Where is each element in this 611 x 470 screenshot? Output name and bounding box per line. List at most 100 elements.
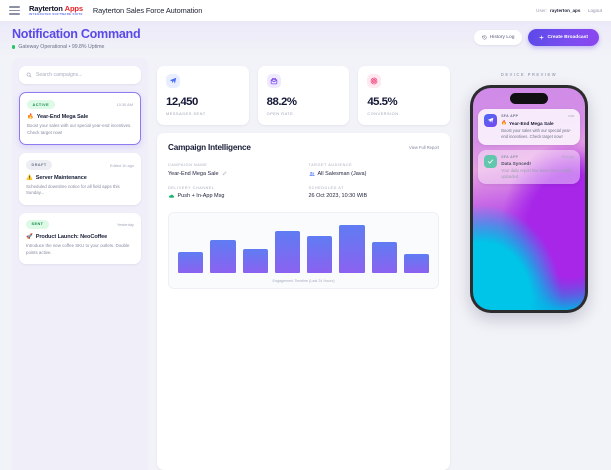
user-name[interactable]: rayterton_aps <box>550 8 581 13</box>
chart-bar <box>403 253 429 273</box>
campaign-intelligence-panel: Campaign Intelligence View Full Report C… <box>157 133 450 470</box>
meta-label: DELIVERY CHANNEL <box>168 185 215 190</box>
status-badge: DRAFT <box>26 160 53 170</box>
notification-title: Data Synced! <box>501 160 531 166</box>
status-badge: ACTIVE <box>27 100 55 110</box>
meta-field-scheduled-at: SCHEDULED AT 26 Oct 2023, 10:30 WIB <box>309 186 440 200</box>
list-item[interactable]: SFA APP 15m ago Data Synced! Your daily … <box>478 149 580 185</box>
kpi-value: 88.2% <box>266 96 297 108</box>
campaign-timestamp: 10:30 AM <box>116 102 133 108</box>
view-full-report-link[interactable]: View Full Report <box>409 145 439 150</box>
notification-body: SFA APP now 🔥 Year-End Mega Sale Boost y… <box>501 114 574 140</box>
kpi-value: 45.5% <box>367 96 398 108</box>
history-log-button[interactable]: History Log <box>473 30 523 45</box>
hamburger-icon[interactable] <box>9 6 20 15</box>
campaign-name: Year-End Mega Sale <box>36 114 89 121</box>
panel-title: Campaign Intelligence <box>168 143 251 152</box>
kpi-card-messages-sent: 12,450 MESSAGES SENT <box>157 66 249 125</box>
rocket-emoji-icon: 🚀 <box>26 234 33 240</box>
create-broadcast-button[interactable]: Create Broadcast <box>528 29 599 46</box>
notification-description: Your daily report has been successfully … <box>501 167 573 179</box>
fire-emoji-icon: 🔥 <box>27 114 34 121</box>
phone-mockup: SFA APP now 🔥 Year-End Mega Sale Boost y… <box>470 85 588 313</box>
meta-value-row: All Salesman (Java) <box>308 171 440 177</box>
list-item[interactable]: ACTIVE 10:30 AM 🔥 Year-End Mega Sale Boo… <box>19 92 141 146</box>
list-item[interactable]: DRAFT Edited 1h ago ⚠️ Server Maintenanc… <box>19 153 141 205</box>
history-clock-icon <box>481 35 487 40</box>
chart-bars <box>178 221 429 273</box>
meta-label: TARGET AUDIENCE <box>308 163 353 167</box>
campaign-name: Product Launch: NeoCoffee <box>35 234 108 240</box>
campaign-description: Scheduled downtime notice for all field … <box>26 183 120 196</box>
search-icon <box>26 72 32 78</box>
status-dot-icon <box>12 45 16 49</box>
kpi-card-open-rate: 88.2% OPEN RATE <box>257 66 350 125</box>
gateway-status: Gateway Operational • 99.8% Uptime <box>12 44 140 50</box>
page-header: Notification Command Gateway Operational… <box>0 22 611 58</box>
brand-subtitle: INTEGRATED SOFTWARE SUITE <box>29 12 83 17</box>
campaign-card-top: DRAFT Edited 1h ago <box>26 160 134 170</box>
campaign-description: Introduce the new coffee SKU to your out… <box>26 243 130 255</box>
panel-header: Campaign Intelligence View Full Report <box>168 143 439 152</box>
mail-open-icon <box>266 74 281 88</box>
meta-value-row: Year-End Mega Sale <box>168 171 299 177</box>
kpi-label: CONVERSION <box>367 111 399 116</box>
kpi-card-conversion: 45.5% CONVERSION <box>358 66 451 125</box>
paper-plane-icon <box>483 114 497 128</box>
page-title: Notification Command <box>12 27 141 41</box>
user-menu: User: rayterton_aps · Logout <box>536 8 602 13</box>
chart-bar <box>339 224 365 273</box>
device-preview-panel: DEVICE PREVIEW <box>459 58 599 470</box>
campaign-card-top: SENT Yesterday <box>26 219 134 229</box>
meta-value: Push + In-App Msg <box>177 193 225 200</box>
brand-name-part1: Rayterton <box>29 3 63 13</box>
notification-time: now <box>568 114 575 119</box>
search-input[interactable] <box>36 72 134 78</box>
meta-field-campaign-name: CAMPAIGN NAME Year-End Mega Sale <box>168 163 299 177</box>
meta-value-row: Push + In-App Msg <box>168 193 299 200</box>
meta-value-row: 26 Oct 2023, 10:30 WIB <box>309 193 440 199</box>
campaign-timestamp: Yesterday <box>116 221 134 227</box>
page-body: ACTIVE 10:30 AM 🔥 Year-End Mega Sale Boo… <box>0 58 611 470</box>
device-preview-label: DEVICE PREVIEW <box>500 72 558 77</box>
kpi-label: OPEN RATE <box>266 111 294 116</box>
push-cloud-icon <box>168 193 175 200</box>
meta-value: Year-End Mega Sale <box>168 170 219 177</box>
notification-header: SFA APP now <box>501 114 574 118</box>
app-title: Rayterton Sales Force Automation <box>92 6 203 15</box>
campaign-timestamp: Edited 1h ago <box>109 162 134 168</box>
user-label: User: <box>536 8 548 13</box>
campaign-title-row: 🚀 Product Launch: NeoCoffee <box>26 234 134 240</box>
notification-title-row: Data Synced! <box>501 161 574 166</box>
campaign-title-row: ⚠️ Server Maintenance <box>26 175 134 181</box>
campaign-name: Server Maintenance <box>35 174 87 181</box>
chart-bar <box>371 242 397 273</box>
create-broadcast-label: Create Broadcast <box>547 35 588 40</box>
kpi-value: 12,450 <box>166 96 198 108</box>
kpi-label: MESSAGES SENT <box>166 111 206 116</box>
chart-bar <box>242 248 268 273</box>
users-group-icon <box>308 171 315 177</box>
notification-description: Boost your sales with our special year-e… <box>501 128 572 139</box>
status-badge: SENT <box>26 219 49 229</box>
campaign-description: Boost your sales with our special year-e… <box>27 123 132 135</box>
warning-emoji-icon: ⚠️ <box>26 174 33 181</box>
meta-label: CAMPAIGN NAME <box>168 163 208 167</box>
brand-name-part2: Apps <box>64 3 83 13</box>
check-icon <box>483 154 497 168</box>
list-item[interactable]: SENT Yesterday 🚀 Product Launch: NeoCoff… <box>19 212 141 265</box>
campaign-meta-grid: CAMPAIGN NAME Year-End Mega Sale TARGET … <box>168 163 439 200</box>
target-icon <box>367 74 382 88</box>
campaign-title-row: 🔥 Year-End Mega Sale <box>27 114 133 120</box>
logout-link[interactable]: Logout <box>587 8 602 13</box>
chart-bar <box>274 230 300 273</box>
search-box[interactable] <box>19 66 141 84</box>
meta-value: 26 Oct 2023, 10:30 WIB <box>308 193 368 199</box>
gateway-status-text: Gateway Operational • 99.8% Uptime <box>18 44 105 50</box>
pencil-edit-icon[interactable] <box>222 171 227 176</box>
separator-dot: · <box>583 8 585 13</box>
brand-logo[interactable]: Rayterton Apps INTEGRATED SOFTWARE SUITE <box>29 5 83 17</box>
notification-title: Year-End Mega Sale <box>509 120 554 126</box>
notification-app-name: SFA APP <box>501 114 519 119</box>
list-item[interactable]: SFA APP now 🔥 Year-End Mega Sale Boost y… <box>478 109 580 145</box>
